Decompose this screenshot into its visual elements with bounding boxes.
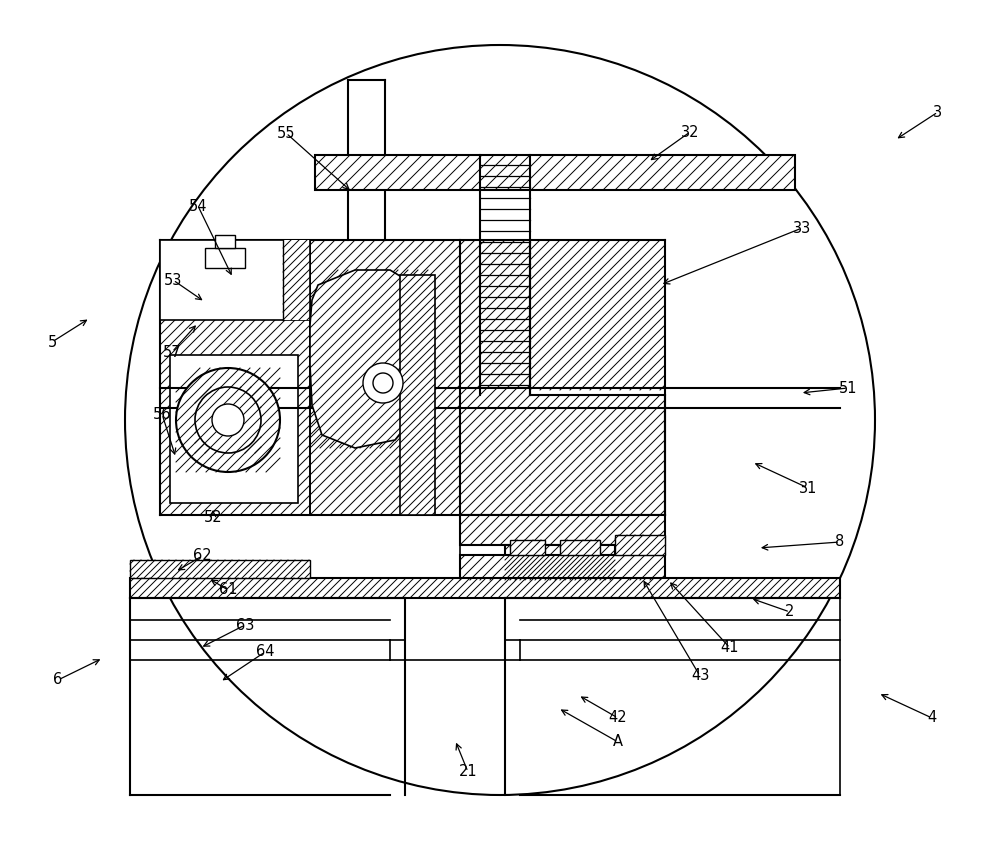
Bar <box>310 240 460 515</box>
Text: 43: 43 <box>691 669 709 684</box>
Text: 2: 2 <box>785 605 795 620</box>
Text: 64: 64 <box>256 644 274 659</box>
Text: 5: 5 <box>47 335 57 350</box>
Polygon shape <box>310 270 430 448</box>
Text: 41: 41 <box>721 641 739 655</box>
Bar <box>460 515 665 580</box>
Bar <box>130 578 840 598</box>
Bar <box>615 535 665 555</box>
Text: 3: 3 <box>933 104 943 119</box>
Text: 55: 55 <box>277 125 295 140</box>
Bar <box>530 240 665 390</box>
Bar <box>460 240 530 515</box>
Text: 33: 33 <box>793 220 811 235</box>
Bar <box>460 555 665 580</box>
Circle shape <box>195 387 261 453</box>
Text: A: A <box>613 734 623 749</box>
Bar <box>505 545 615 580</box>
Bar <box>315 155 795 190</box>
Bar <box>560 540 600 555</box>
Bar <box>160 240 310 320</box>
Bar <box>530 395 665 515</box>
Text: 56: 56 <box>153 406 171 421</box>
Bar <box>310 240 460 515</box>
Bar <box>215 235 235 248</box>
Circle shape <box>373 373 393 393</box>
Circle shape <box>363 363 403 403</box>
Bar <box>460 515 665 545</box>
Circle shape <box>212 404 244 436</box>
Text: 4: 4 <box>927 711 937 726</box>
Text: 32: 32 <box>681 124 699 140</box>
Bar <box>205 248 245 268</box>
Text: 63: 63 <box>236 617 254 632</box>
Text: 61: 61 <box>219 583 237 597</box>
Text: 42: 42 <box>609 711 627 726</box>
Text: 51: 51 <box>839 380 857 395</box>
Text: 6: 6 <box>53 673 63 687</box>
Text: 57: 57 <box>163 345 181 359</box>
Text: 21: 21 <box>459 764 477 780</box>
Circle shape <box>176 368 280 472</box>
Bar <box>400 275 435 515</box>
Bar <box>170 355 298 503</box>
Circle shape <box>125 45 875 795</box>
Text: 8: 8 <box>835 535 845 549</box>
Bar <box>160 240 310 515</box>
Text: 52: 52 <box>204 510 222 526</box>
Text: 54: 54 <box>189 198 207 214</box>
Bar <box>283 240 310 320</box>
Bar <box>510 540 545 555</box>
Text: 53: 53 <box>164 272 182 288</box>
Text: 31: 31 <box>799 480 817 495</box>
Bar <box>130 560 310 578</box>
Text: 62: 62 <box>193 548 211 563</box>
